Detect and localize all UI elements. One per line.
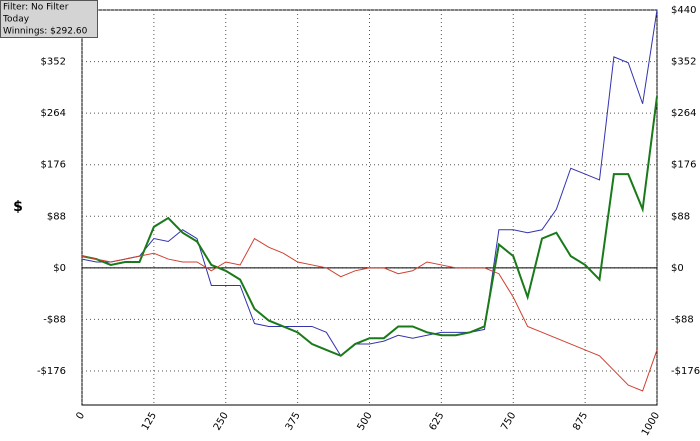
info-box [0, 0, 98, 38]
x-tick-label: 500 [356, 411, 375, 433]
y-tick-label-right: $352 [671, 57, 696, 68]
y-tick-label-right: $0 [671, 263, 684, 274]
info-text: Today [2, 15, 30, 25]
y-tick-label: $176 [41, 160, 66, 171]
x-tick-label: 0 [74, 411, 87, 422]
series-line [81, 237, 658, 392]
y-tick-label: $88 [47, 211, 66, 222]
y-tick-label-right: $264 [671, 108, 696, 119]
y-tick-label-right: -$176 [671, 366, 700, 377]
y-tick-label-right: $440 [671, 5, 696, 16]
x-tick-label: 1000 [640, 411, 662, 439]
x-tick-label: 375 [284, 411, 303, 433]
y-tick-label: -$88 [43, 314, 66, 325]
y-tick-label: -$176 [37, 366, 66, 377]
y-tick-label: $0 [53, 263, 66, 274]
x-tick-label: 750 [499, 411, 518, 433]
x-tick-label: 875 [571, 411, 590, 433]
y-axis-label: $ [13, 199, 23, 215]
y-tick-label: $264 [41, 108, 66, 119]
x-tick-label: 125 [140, 411, 159, 433]
y-tick-label-right: $176 [671, 160, 696, 171]
y-tick-label-right: -$88 [671, 314, 694, 325]
info-text: Winnings: $292.60 [3, 27, 88, 37]
y-tick-label-right: $88 [671, 211, 690, 222]
series-line [81, 9, 658, 357]
x-tick-label: 250 [212, 411, 231, 433]
info-text: Filter: No Filter [3, 3, 69, 13]
plot-frame [81, 9, 658, 406]
y-tick-label: $352 [41, 57, 66, 68]
x-tick-label: 625 [427, 411, 446, 433]
series-line [81, 96, 658, 357]
